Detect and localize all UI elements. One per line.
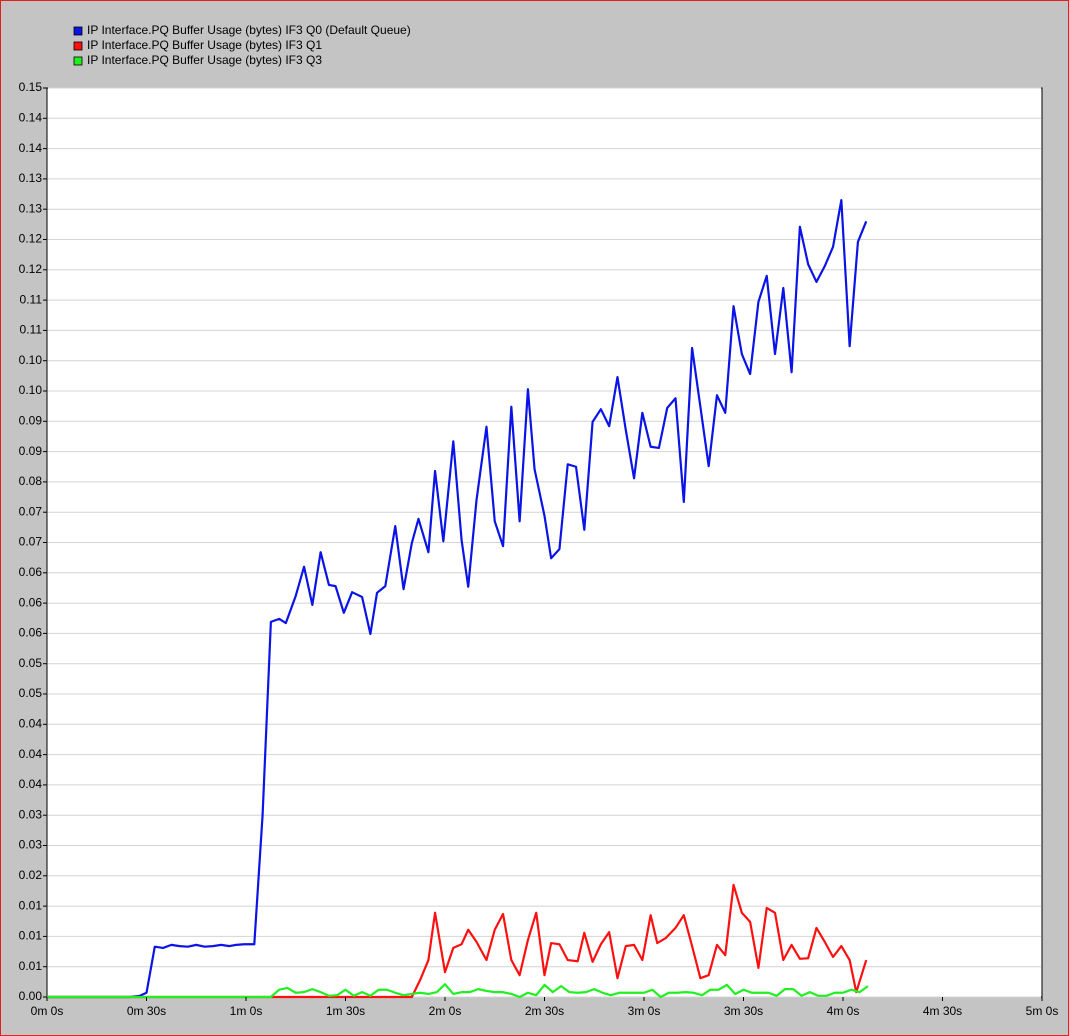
y-tick-label: 0.11: [20, 292, 43, 306]
y-tick-label: 0.14: [19, 110, 43, 124]
y-tick-label: 0.07: [19, 535, 43, 549]
y-tick-label: 0.12: [19, 262, 43, 276]
x-tick-label: 4m 0s: [827, 1004, 860, 1018]
legend-swatch: [73, 26, 83, 36]
y-tick-label: 0.03: [19, 838, 43, 852]
y-tick-label: 0.02: [19, 868, 43, 882]
y-tick-label: 0.10: [19, 353, 43, 367]
legend-swatch: [73, 56, 83, 66]
x-tick-label: 4m 30s: [923, 1004, 962, 1018]
y-tick-label: 0.09: [19, 413, 43, 427]
y-tick-label: 0.01: [19, 929, 43, 943]
y-tick-label: 0.04: [19, 716, 43, 730]
legend-label: IP Interface.PQ Buffer Usage (bytes) IF3…: [87, 23, 411, 37]
y-tick-label: 0.08: [19, 474, 43, 488]
y-tick-label: 0.10: [19, 383, 43, 397]
y-tick-label: 0.09: [19, 444, 43, 458]
y-tick-label: 0.05: [19, 686, 43, 700]
legend-label: IP Interface.PQ Buffer Usage (bytes) IF3…: [87, 53, 322, 67]
x-tick-label: 2m 30s: [525, 1004, 564, 1018]
series-line: [47, 199, 868, 999]
y-tick-label: 0.13: [19, 201, 43, 215]
y-tick-label: 0.14: [19, 141, 43, 155]
y-tick-label: 0.15: [19, 80, 43, 94]
y-tick-label: 0.06: [19, 565, 43, 579]
x-tick-label: 1m 30s: [326, 1004, 365, 1018]
y-tick-label: 0.12: [19, 232, 43, 246]
y-tick-label: 0.06: [19, 626, 43, 640]
x-tick-label: 1m 0s: [230, 1004, 263, 1018]
y-tick-label: 0.01: [19, 898, 43, 912]
y-tick-label: 0.07: [19, 504, 43, 518]
x-tick-label: 3m 0s: [628, 1004, 661, 1018]
legend-swatch: [73, 41, 83, 51]
x-tick-label: 3m 30s: [724, 1004, 763, 1018]
y-tick-label: 0.13: [19, 171, 43, 185]
y-tick-label: 0.06: [19, 595, 43, 609]
x-tick-label: 2m 0s: [429, 1004, 462, 1018]
series-line: [47, 883, 868, 999]
legend-label: IP Interface.PQ Buffer Usage (bytes) IF3…: [87, 38, 322, 52]
y-tick-label: 0.11: [20, 323, 43, 337]
lines: [47, 199, 869, 999]
series-line: [47, 983, 869, 999]
x-tick-label: 0m 0s: [31, 1004, 64, 1018]
y-tick-label: 0.00: [19, 989, 43, 1003]
y-tick-label: 0.04: [19, 777, 43, 791]
x-tick-label: 0m 30s: [127, 1004, 166, 1018]
y-tick-label: 0.01: [19, 959, 43, 973]
y-tick-label: 0.04: [19, 747, 43, 761]
x-tick-label: 5m 0s: [1026, 1004, 1059, 1018]
y-tick-label: 0.03: [19, 807, 43, 821]
y-tick-label: 0.05: [19, 656, 43, 670]
grid: [48, 87, 1041, 998]
